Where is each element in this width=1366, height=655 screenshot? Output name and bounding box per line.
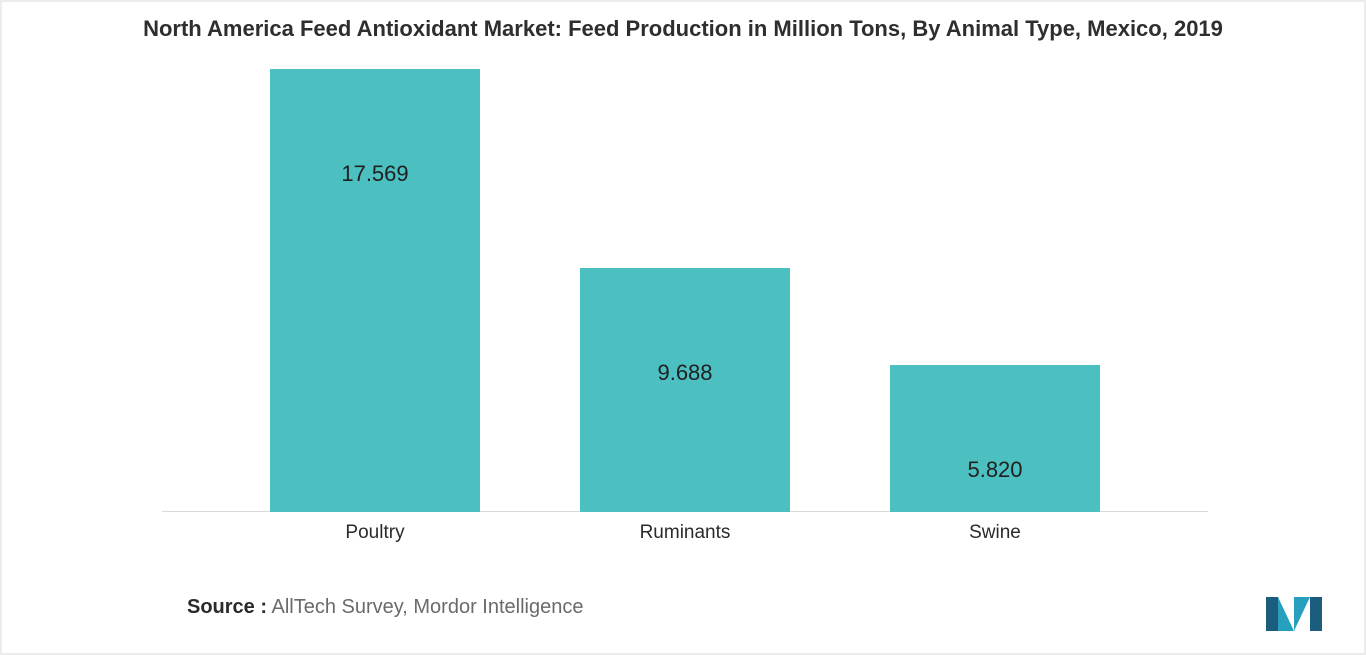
mordor-intelligence-logo-icon [1264,591,1330,635]
category-label-poultry: Poultry [345,522,404,544]
category-label-ruminants: Ruminants [640,522,731,544]
chart-container: North America Feed Antioxidant Market: F… [0,0,1366,655]
bar-ruminants: 9.688 [580,268,790,512]
chart-title: North America Feed Antioxidant Market: F… [2,16,1364,42]
bar-value-poultry: 17.569 [270,161,480,187]
source-label: Source : [187,596,267,618]
bar-swine: 5.820 [890,365,1100,512]
bar-poultry: 17.569 [270,69,480,512]
source-line: Source : AllTech Survey, Mordor Intellig… [187,596,583,619]
source-text: AllTech Survey, Mordor Intelligence [267,596,583,618]
category-label-swine: Swine [969,522,1021,544]
bar-value-swine: 5.820 [890,457,1100,483]
plot-area: 17.569Poultry9.688Ruminants5.820Swine [162,58,1208,512]
bar-value-ruminants: 9.688 [580,360,790,386]
